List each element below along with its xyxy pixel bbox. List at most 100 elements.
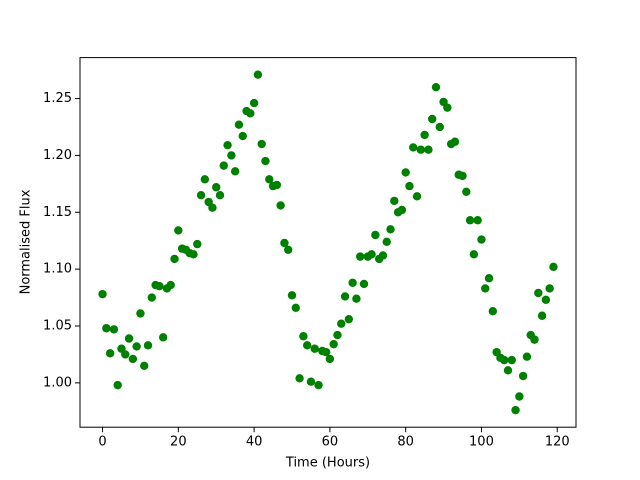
plot-frame [79, 57, 577, 428]
point [158, 333, 168, 342]
point [530, 335, 539, 344]
point [272, 180, 282, 190]
point [359, 279, 369, 289]
point [518, 371, 528, 381]
point [155, 281, 164, 291]
point [488, 307, 498, 316]
point [321, 347, 331, 357]
point [352, 294, 361, 303]
point [435, 122, 444, 132]
x-tick-label: 0 [98, 435, 106, 450]
point [306, 377, 316, 386]
point [356, 252, 365, 261]
point [265, 175, 274, 184]
point [291, 303, 300, 312]
point [143, 341, 153, 350]
point [340, 292, 350, 301]
point [515, 392, 524, 401]
point [382, 237, 391, 247]
point [276, 201, 285, 210]
point [522, 352, 532, 361]
point [166, 280, 175, 290]
point [325, 354, 335, 364]
point [424, 145, 433, 154]
point [401, 168, 410, 177]
point [136, 309, 145, 318]
point [253, 70, 263, 79]
y-axis-label: Normalised Flux [19, 189, 34, 294]
point [367, 250, 376, 259]
y-tick-label: 1.20 [43, 148, 72, 163]
point [284, 245, 293, 254]
point [105, 349, 115, 358]
x-tick-label: 20 [170, 435, 187, 450]
point [102, 324, 111, 333]
point [280, 238, 289, 248]
point [310, 344, 319, 353]
point [428, 114, 437, 124]
point [140, 361, 149, 370]
point [511, 405, 520, 415]
point [416, 145, 426, 154]
point [227, 151, 236, 160]
point [371, 230, 380, 240]
x-tick-label: 40 [246, 435, 263, 450]
point [109, 325, 119, 334]
point [314, 380, 323, 390]
point [412, 192, 422, 201]
point [390, 196, 399, 206]
point [121, 350, 130, 359]
point [549, 262, 558, 272]
point [503, 366, 513, 375]
point [302, 341, 312, 350]
point [386, 225, 395, 234]
point [534, 288, 543, 298]
point [223, 140, 232, 150]
point [541, 295, 551, 305]
x-tick-label: 100 [469, 435, 494, 450]
point [443, 103, 452, 112]
point [174, 226, 183, 235]
y-tick-label: 1.10 [43, 262, 72, 277]
point [257, 139, 266, 149]
point [545, 284, 554, 293]
point [212, 183, 221, 192]
point [287, 291, 297, 300]
x-tick-label: 120 [545, 435, 570, 450]
point [462, 187, 471, 196]
x-tick-label: 80 [397, 435, 414, 450]
x-axis-label: Time (Hours) [285, 456, 370, 471]
x-tick-label: 60 [322, 435, 339, 450]
point [128, 354, 138, 364]
point [238, 131, 247, 141]
point [473, 216, 482, 225]
point [397, 205, 407, 215]
y-tick-label: 1.25 [43, 91, 72, 106]
point [450, 137, 460, 146]
point [431, 82, 441, 92]
y-tick-label: 1.05 [43, 318, 72, 333]
point [200, 175, 210, 184]
point [98, 289, 107, 299]
point [234, 120, 244, 129]
point [249, 98, 259, 108]
point [193, 239, 202, 249]
point [261, 156, 270, 166]
point [458, 171, 467, 181]
point [465, 216, 475, 225]
point [219, 161, 228, 170]
point [499, 355, 509, 365]
point [208, 203, 217, 212]
y-tick-label: 1.00 [43, 375, 72, 390]
point [295, 374, 304, 383]
point [378, 251, 388, 260]
point [469, 250, 479, 259]
point [405, 181, 414, 191]
point [329, 339, 338, 349]
point [337, 319, 346, 328]
point [344, 314, 354, 324]
point [484, 274, 494, 283]
point [124, 334, 134, 343]
point [348, 278, 357, 287]
